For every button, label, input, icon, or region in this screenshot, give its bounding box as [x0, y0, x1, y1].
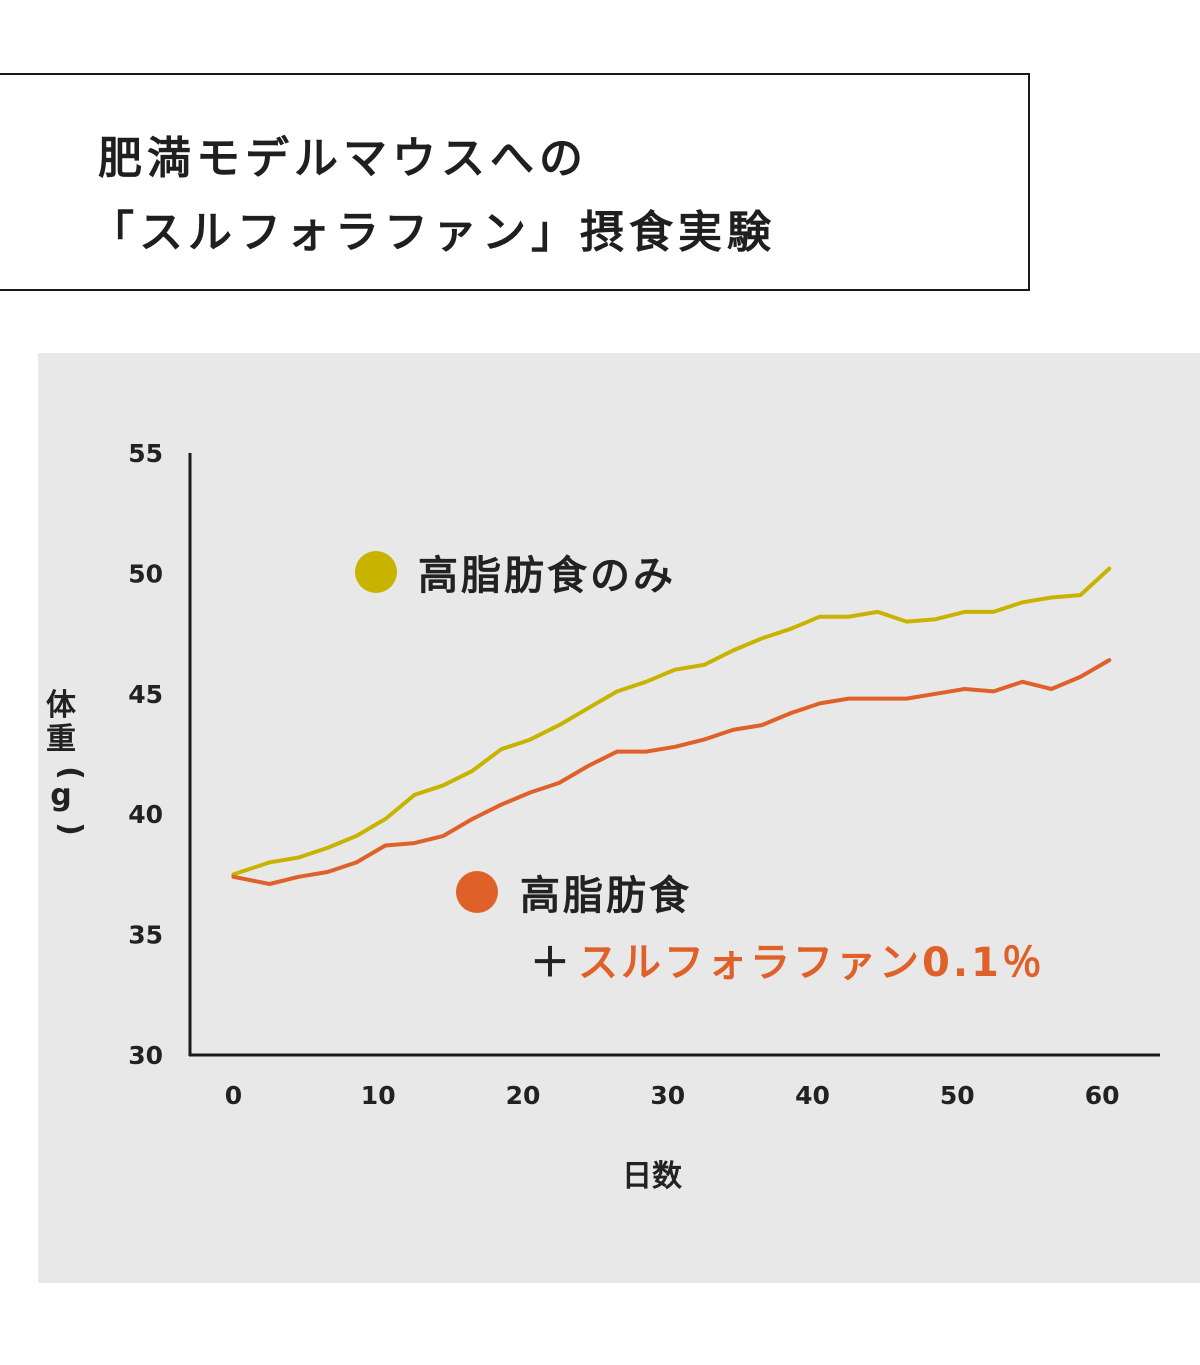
x-tick-label: 40 — [795, 1081, 830, 1110]
axes — [188, 453, 1160, 1057]
legend-marker-2 — [456, 871, 498, 913]
x-axis-title: 日数 — [622, 1159, 683, 1194]
x-tick-label: 0 — [225, 1081, 242, 1110]
y-tick-label: 50 — [128, 559, 163, 588]
y-axis-title-char: ) — [53, 822, 88, 836]
chart-title-line2: 「スルフォラファン」摂食実験 — [90, 207, 776, 258]
chart-panel — [38, 353, 1200, 1283]
legend-label-2-plus: ＋ — [530, 940, 573, 986]
series-lines — [231, 566, 1112, 886]
y-axis-title-char: 重 — [46, 722, 76, 757]
y-axis-title-char: g — [50, 778, 71, 813]
series-line-2 — [231, 658, 1112, 886]
y-axis-title-char: 体 — [46, 688, 77, 723]
chart-title-line1: 肥満モデルマウスへの — [98, 133, 588, 184]
legend-label-2-line2: スルフォラファン0.1％ — [578, 940, 1045, 986]
x-tick-label: 10 — [361, 1081, 396, 1110]
legend-marker-1 — [355, 551, 397, 593]
legend-label-1: 高脂肪食のみ — [418, 553, 676, 599]
x-tick-label: 50 — [940, 1081, 975, 1110]
x-tick-label: 60 — [1085, 1081, 1120, 1110]
series-line-1 — [231, 566, 1112, 877]
y-tick-label: 35 — [128, 921, 163, 950]
x-tick-label: 20 — [506, 1081, 541, 1110]
legend-label-2: 高脂肪食 — [520, 873, 692, 919]
y-tick-label: 45 — [128, 680, 163, 709]
title-box — [0, 73, 1030, 291]
x-tick-label: 30 — [650, 1081, 685, 1110]
y-tick-label: 40 — [128, 800, 163, 829]
tick-labels: 30 35 40 45 50 55 0 10 20 30 40 50 60 日数 体重 (g) — [46, 439, 1119, 1194]
y-tick-label: 30 — [128, 1041, 163, 1070]
y-tick-label: 55 — [128, 439, 163, 468]
y-axis-title: 体重 (g) — [46, 688, 88, 836]
y-axis-title-char: ( — [53, 766, 88, 780]
